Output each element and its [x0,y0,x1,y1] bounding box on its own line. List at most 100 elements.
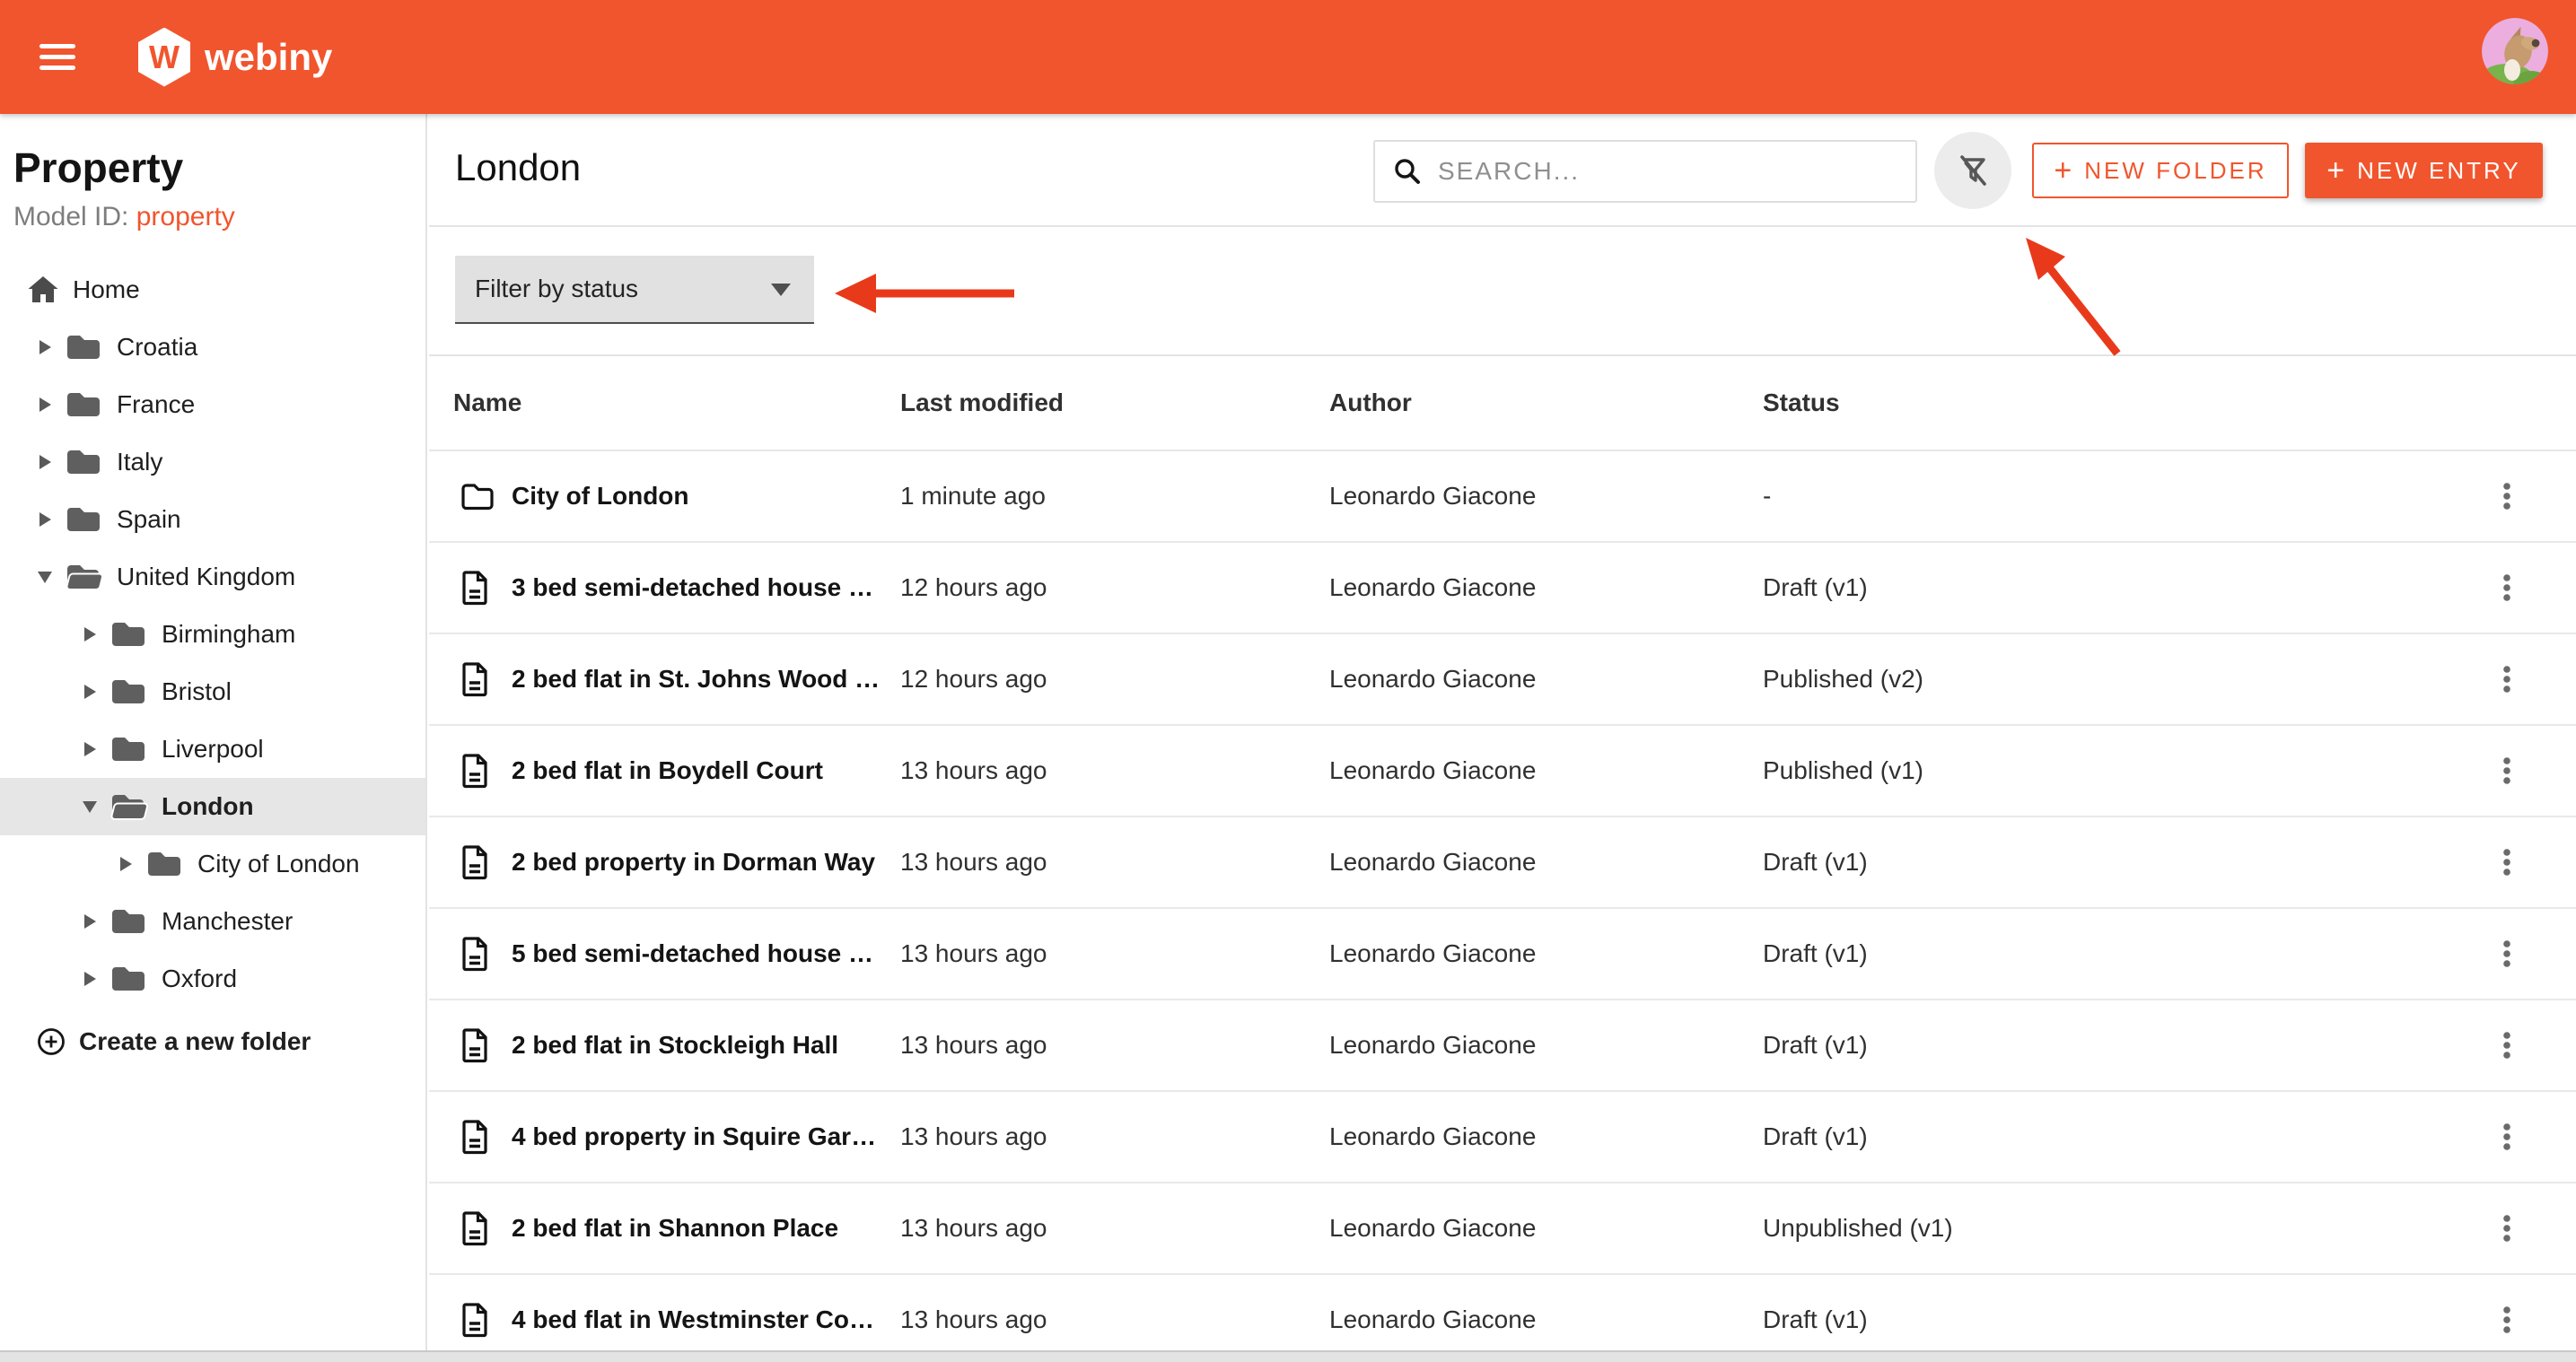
author-cell: Leonardo Giacone [1329,1305,1537,1333]
row-actions-menu-button[interactable] [2493,934,2520,973]
row-actions-menu-button[interactable] [2493,843,2520,882]
author-cell: Leonardo Giacone [1329,665,1537,693]
sidebar-item-united-kingdom[interactable]: United Kingdom [0,548,425,606]
column-header-name[interactable]: Name [453,389,522,416]
document-icon [460,1026,499,1064]
clear-filters-button[interactable] [1934,132,2011,209]
new-entry-button[interactable]: + NEW ENTRY [2305,143,2543,198]
top-app-bar: W webiny [0,0,2576,114]
folder-icon [110,906,149,937]
row-actions-menu-button[interactable] [2493,1117,2520,1157]
entry-name: 2 bed flat in Boydell Court [512,756,823,784]
sidebar-item-label: Spain [117,505,181,533]
row-actions-menu-button[interactable] [2493,1300,2520,1340]
entry-name: 5 bed semi-detached house … [512,939,873,967]
column-header-author[interactable]: Author [1329,389,1412,416]
table-row[interactable]: 2 bed flat in Stockleigh Hall 13 hours ag… [429,1000,2576,1092]
chevron-down-icon[interactable] [34,571,56,583]
row-actions-menu-button[interactable] [2493,751,2520,790]
entry-name: 2 bed property in Dorman Way [512,848,876,876]
document-icon [460,843,499,881]
status-filter-select[interactable]: Filter by status [455,256,814,324]
name-cell: 3 bed semi-detached house … [453,569,900,607]
table-row[interactable]: 4 bed property in Squire Gar… 13 hours ag… [429,1092,2576,1183]
table-row[interactable]: 2 bed flat in Boydell Court 13 hours ago L… [429,726,2576,817]
row-actions-menu-button[interactable] [2493,476,2520,516]
sidebar-item-spain[interactable]: Spain [0,491,425,548]
row-actions-menu-button[interactable] [2493,1026,2520,1065]
sidebar-item-france[interactable]: France [0,376,425,433]
sidebar-item-label: Bristol [162,677,232,705]
table-row[interactable]: 2 bed flat in St. Johns Wood … 12 hours a… [429,634,2576,726]
sidebar-item-liverpool[interactable]: Liverpool [0,720,425,778]
chevron-right-icon[interactable] [34,512,56,527]
folder-icon [110,677,149,707]
model-id-value[interactable]: property [136,202,235,231]
chevron-right-icon[interactable] [79,742,101,756]
table-row[interactable]: 4 bed flat in Westminster Co… 13 hours ag… [429,1275,2576,1350]
sidebar-item-city-of-london[interactable]: City of London [0,835,425,893]
author-cell: Leonardo Giacone [1329,756,1537,784]
sidebar-item-italy[interactable]: Italy [0,433,425,491]
chevron-right-icon[interactable] [34,340,56,354]
sidebar-item-bristol[interactable]: Bristol [0,663,425,720]
status-cell: Draft (v1) [1763,573,1868,601]
sidebar-item-manchester[interactable]: Manchester [0,893,425,950]
sidebar-item-label: Italy [117,448,163,476]
last-modified-cell: 13 hours ago [900,939,1047,967]
last-modified-cell: 13 hours ago [900,1305,1047,1333]
folder-open-icon [110,791,149,822]
document-icon [460,1209,499,1247]
document-icon [460,752,499,790]
search-input[interactable] [1438,157,1915,186]
last-modified-cell: 12 hours ago [900,665,1047,693]
sidebar-item-home[interactable]: Home [0,261,425,319]
row-actions-menu-button[interactable] [2493,659,2520,699]
row-actions-menu-button[interactable] [2493,1209,2520,1248]
status-cell: Published (v2) [1763,665,1923,693]
brand-wordmark: webiny [205,35,333,78]
table-row[interactable]: 3 bed semi-detached house … 12 hours ago L… [429,543,2576,634]
chevron-right-icon[interactable] [79,627,101,642]
bottom-edge-bar [0,1350,2576,1362]
logo-letter: W [149,38,180,75]
table-row[interactable]: 5 bed semi-detached house … 13 hours ago L… [429,909,2576,1000]
entry-name: 4 bed flat in Westminster Co… [512,1305,874,1333]
document-icon [460,935,499,973]
name-cell: 2 bed flat in Boydell Court [453,752,900,790]
folder-outline-icon [460,481,499,511]
chevron-down-icon[interactable] [79,800,101,813]
chevron-right-icon[interactable] [34,455,56,469]
column-header-status[interactable]: Status [1763,389,1840,416]
status-cell: Draft (v1) [1763,1031,1868,1059]
row-actions-menu-button[interactable] [2493,568,2520,607]
name-cell: 2 bed flat in Stockleigh Hall [453,1026,900,1064]
table-row[interactable]: 2 bed flat in Shannon Place 13 hours ago L… [429,1183,2576,1275]
sidebar-item-london[interactable]: London [0,778,425,835]
create-new-folder-button[interactable]: Create a new folder [0,1013,425,1070]
document-icon [460,1118,499,1156]
plus-circle-icon [36,1026,66,1057]
column-header-last-modified[interactable]: Last modified [900,389,1065,416]
last-modified-cell: 13 hours ago [900,1122,1047,1150]
new-folder-button[interactable]: + NEW FOLDER [2032,143,2289,198]
status-cell: Draft (v1) [1763,1305,1868,1333]
chevron-right-icon[interactable] [34,397,56,412]
table-row[interactable]: 2 bed property in Dorman Way 13 hours ago… [429,817,2576,909]
hamburger-menu-icon[interactable] [39,38,75,76]
table-row[interactable]: City of London 1 minute ago Leonardo Giaco… [429,451,2576,543]
name-cell: 5 bed semi-detached house … [453,935,900,973]
chevron-right-icon[interactable] [115,857,136,871]
sidebar-item-label: London [162,792,254,820]
chevron-right-icon[interactable] [79,972,101,986]
model-id-label: Model ID: [13,202,129,231]
sidebar-item-oxford[interactable]: Oxford [0,950,425,1008]
chevron-right-icon[interactable] [79,685,101,699]
sidebar-item-birmingham[interactable]: Birmingham [0,606,425,663]
webiny-logo: W webiny [138,27,333,87]
sidebar-item-croatia[interactable]: Croatia [0,319,425,376]
create-folder-label: Create a new folder [79,1027,311,1055]
user-avatar[interactable] [2482,18,2548,84]
chevron-right-icon[interactable] [79,914,101,929]
status-cell: - [1763,482,1772,510]
